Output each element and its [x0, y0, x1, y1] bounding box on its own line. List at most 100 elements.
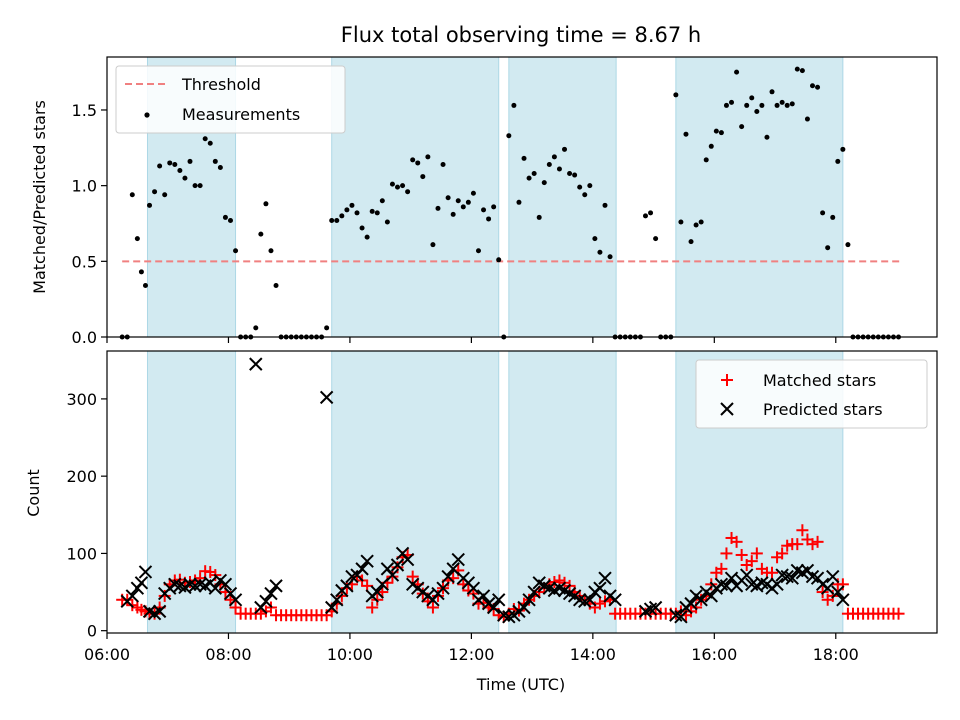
predicted-star-point	[390, 558, 405, 572]
predicted-star-point	[492, 593, 506, 607]
measurement-point	[759, 102, 765, 108]
bottom-y-tick-label: 0	[87, 622, 97, 641]
predicted-star-point	[719, 579, 734, 593]
measurement-point	[217, 164, 223, 170]
predicted-star-point	[704, 589, 718, 603]
matched-star-point	[669, 607, 682, 620]
measurement-point	[268, 248, 274, 254]
measurement-point	[577, 184, 583, 190]
measurement-point	[142, 283, 148, 289]
measurement-point	[703, 157, 709, 163]
predicted-star-point	[694, 593, 708, 607]
measurement-point	[572, 172, 578, 178]
matched-star-point	[796, 524, 809, 537]
measurement-point	[395, 184, 400, 190]
matched-star-point	[730, 535, 743, 548]
measurement-point	[410, 157, 416, 163]
predicted-star-point	[125, 589, 140, 603]
measurement-point	[481, 207, 487, 213]
measurement-point	[810, 83, 815, 89]
top-y-tick-label: 0.0	[72, 328, 97, 347]
measurement-point	[648, 210, 654, 216]
predicted-star-point	[360, 554, 374, 568]
measurement-point	[253, 325, 259, 331]
predicted-star-point	[517, 600, 531, 615]
bottom-x-tick-label: 14:00	[570, 645, 616, 664]
top-y-axis-label: Matched/Predicted stars	[30, 100, 49, 294]
measurement-point	[167, 160, 173, 166]
measurement-point	[511, 102, 517, 108]
measurement-point	[475, 248, 481, 254]
matched-star-point	[892, 607, 905, 620]
predicted-star-point	[608, 593, 622, 607]
measurement-point	[172, 161, 178, 167]
measurement-point	[157, 163, 163, 169]
predicted-star-point	[208, 581, 223, 595]
measurement-point	[587, 183, 593, 189]
measurement-point	[162, 192, 168, 198]
predicted-legend-label: Predicted stars	[763, 400, 883, 419]
measurement-point	[354, 210, 360, 216]
predicted-star-point	[451, 552, 465, 567]
predicted-star-point	[355, 562, 369, 576]
measurement-point	[784, 102, 790, 108]
measurement-point	[496, 257, 502, 263]
predicted-star-point	[486, 600, 501, 615]
predicted-star-point	[385, 568, 400, 582]
measurement-point	[222, 214, 228, 220]
measurement-point	[688, 239, 694, 245]
top-y-tick-label: 1.5	[72, 101, 97, 120]
predicted-star-point	[249, 357, 263, 371]
matched-star-point	[366, 601, 379, 614]
measurement-point	[642, 213, 648, 219]
measurement-point	[273, 283, 279, 289]
bottom-axes-frame	[106, 350, 938, 634]
matched-star-point	[406, 570, 419, 583]
measurement-point	[744, 102, 750, 108]
bottom-x-tick-label: 08:00	[205, 645, 251, 664]
predicted-star-point	[831, 585, 845, 599]
measurement-point	[845, 242, 851, 248]
predicted-star-point	[476, 589, 491, 603]
matched-star-point	[715, 562, 728, 575]
predicted-star-point	[325, 600, 339, 615]
measurement-point	[147, 202, 153, 208]
top-legend: Threshold Measurements	[115, 65, 346, 134]
matched-star-point	[750, 547, 763, 560]
measurement-point	[197, 183, 203, 189]
measurement-point	[329, 217, 335, 223]
measurement-point	[602, 202, 608, 208]
measurement-point	[450, 211, 456, 217]
bottom-y-tick-label: 100	[66, 544, 97, 563]
measurement-point	[521, 155, 527, 161]
measurement-point	[182, 175, 188, 181]
measurement-point	[820, 210, 826, 216]
measurement-point	[470, 190, 476, 196]
predicted-star-point	[740, 568, 754, 582]
measurement-point	[263, 201, 269, 207]
matched-star-point	[766, 566, 779, 579]
measurement-point	[516, 199, 522, 205]
measurement-point	[349, 202, 355, 208]
measurement-point	[774, 102, 780, 108]
measurement-point	[541, 180, 547, 186]
predicted-star-point	[598, 571, 612, 585]
measurement-point	[597, 249, 603, 255]
measurement-point	[815, 84, 821, 90]
predicted-star-point	[684, 596, 698, 611]
measurement-point	[708, 143, 714, 149]
threshold-legend-label: Threshold	[181, 75, 261, 94]
x-axis-label: Time (UTC)	[476, 675, 565, 694]
matched-legend-label: Matched stars	[763, 371, 876, 390]
matched-star-point	[811, 535, 824, 548]
measurement-point	[607, 254, 613, 260]
measurement-point	[764, 134, 770, 140]
measurement-point	[683, 131, 689, 137]
matched-star-point	[254, 607, 267, 620]
predicted-star-point	[826, 569, 840, 584]
predicted-star-point	[583, 593, 597, 607]
measurement-point	[415, 160, 421, 166]
measurement-point	[187, 158, 193, 164]
measurement-point	[430, 242, 436, 248]
predicted-star-point	[138, 565, 153, 579]
